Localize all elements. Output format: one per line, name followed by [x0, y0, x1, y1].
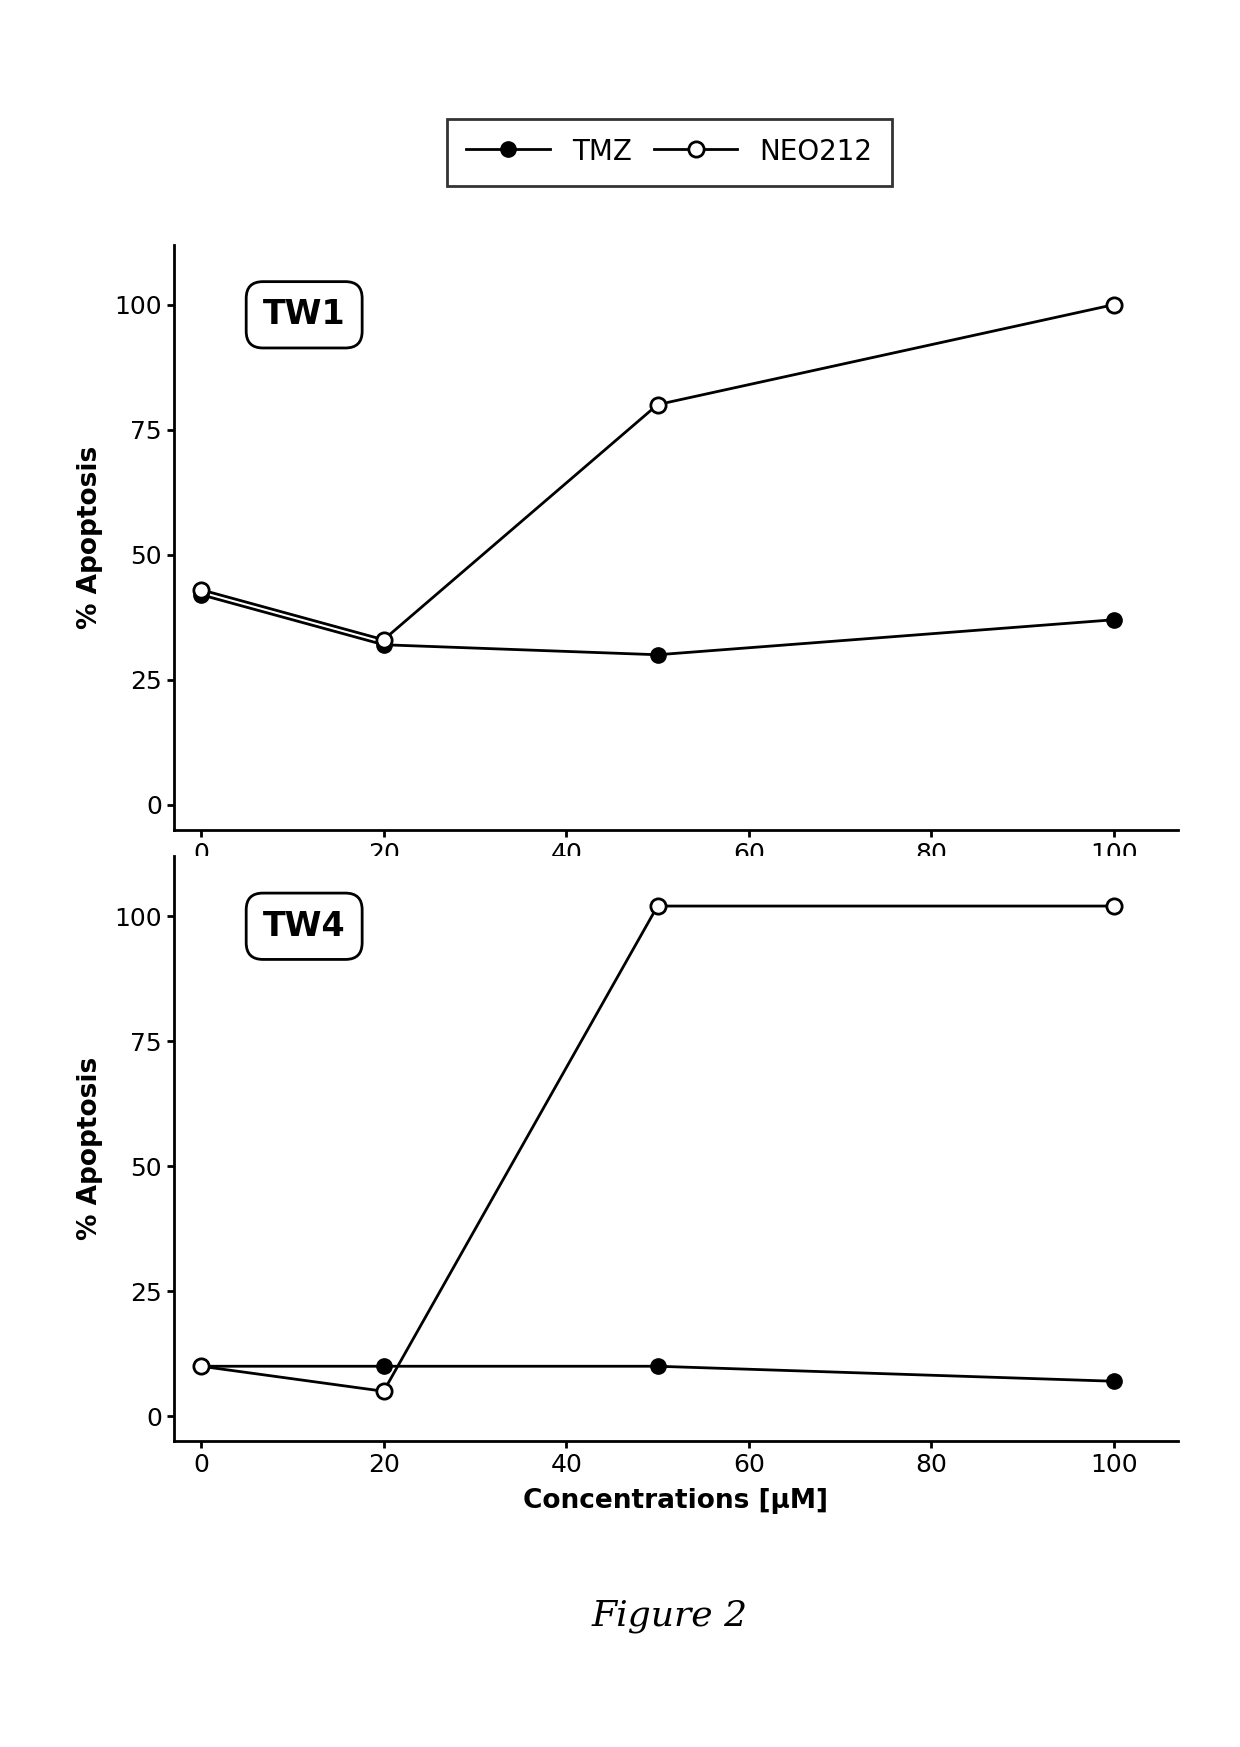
Y-axis label: % Apoptosis: % Apoptosis [77, 1057, 103, 1240]
Text: TW4: TW4 [263, 910, 346, 943]
Legend: TMZ, NEO212: TMZ, NEO212 [448, 119, 892, 185]
Y-axis label: % Apoptosis: % Apoptosis [77, 445, 103, 629]
Text: TW1: TW1 [263, 299, 346, 332]
Text: Figure 2: Figure 2 [591, 1599, 748, 1633]
X-axis label: Concentrations [μM]: Concentrations [μM] [523, 1488, 828, 1515]
